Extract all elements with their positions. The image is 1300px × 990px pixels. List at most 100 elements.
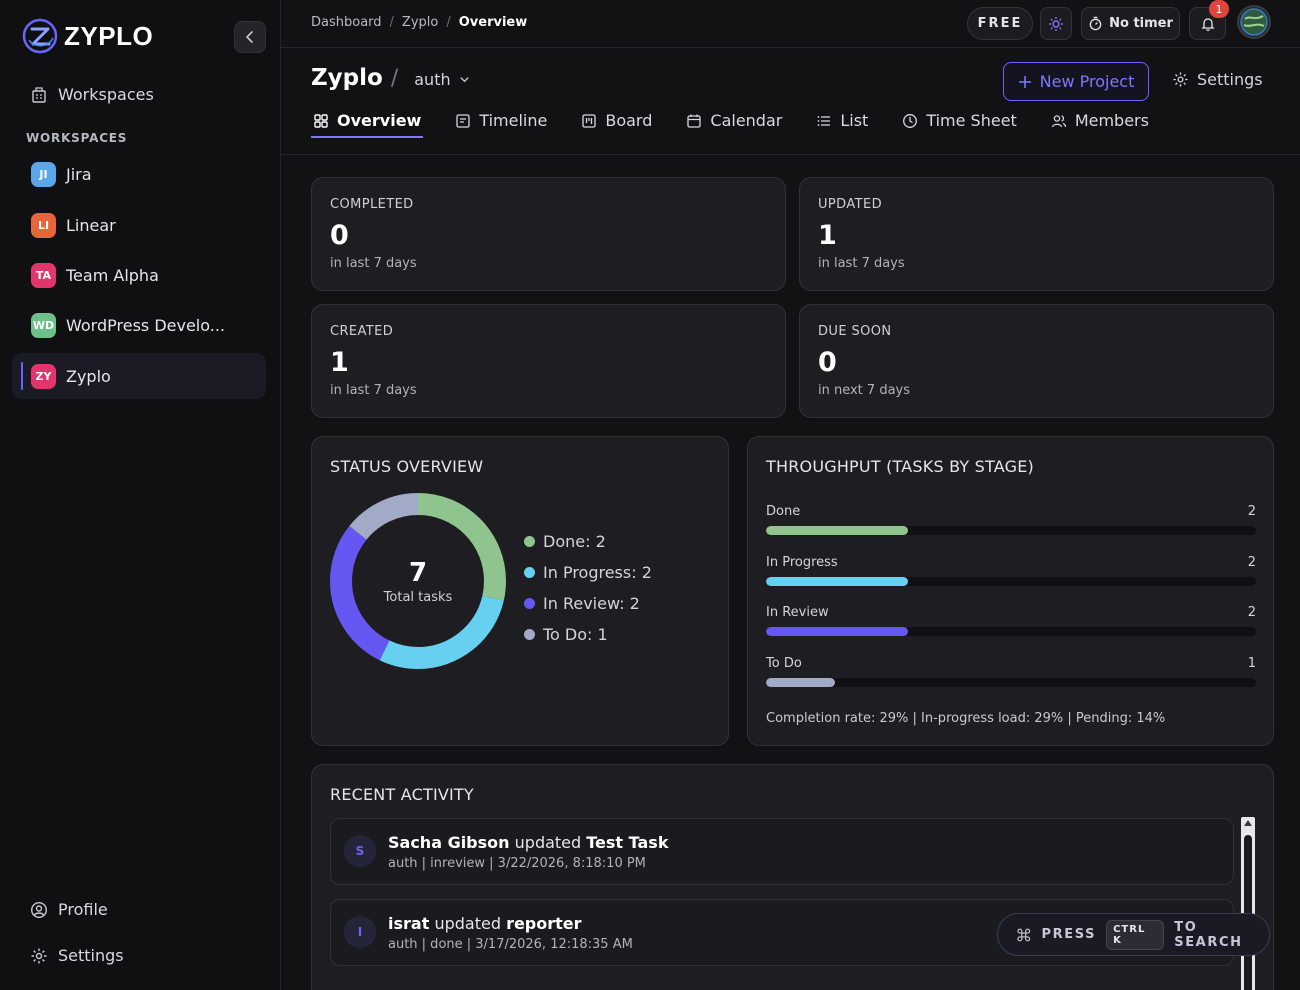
stat-value: 0 bbox=[818, 347, 837, 378]
nav-profile[interactable]: Profile bbox=[30, 900, 108, 919]
user-circle-icon bbox=[30, 901, 48, 918]
throughput-row-done: Done 2 bbox=[766, 504, 1256, 535]
breadcrumb: Dashboard / Zyplo / Overview bbox=[311, 15, 527, 30]
throughput-label: Done bbox=[766, 504, 801, 519]
workspace-label: Linear bbox=[66, 215, 116, 235]
throughput-label: To Do bbox=[766, 656, 802, 671]
tab-overview[interactable]: Overview bbox=[311, 108, 424, 138]
throughput-bar-in-progress bbox=[766, 577, 909, 586]
status-overview-title: STATUS OVERVIEW bbox=[330, 457, 484, 476]
search-hint-to-search: TO SEARCH bbox=[1174, 919, 1243, 950]
collapse-sidebar-button[interactable] bbox=[234, 21, 266, 53]
total-tasks-label: Total tasks bbox=[383, 589, 453, 605]
breadcrumb-overview: Overview bbox=[458, 15, 528, 30]
scrollbar-thumb[interactable] bbox=[1244, 835, 1252, 990]
chevron-down-icon bbox=[459, 77, 469, 83]
theme-toggle-button[interactable] bbox=[1040, 7, 1072, 40]
activity-item[interactable]: S Sacha Gibson updated Test Task auth | … bbox=[330, 818, 1234, 885]
stat-value: 0 bbox=[330, 220, 349, 251]
throughput-count: 1 bbox=[1247, 656, 1256, 671]
legend-label: In Review: 2 bbox=[543, 594, 640, 613]
workspace-badge: TA bbox=[31, 262, 56, 288]
legend-dot bbox=[524, 629, 535, 640]
activity-avatar: S bbox=[344, 835, 376, 867]
status-legend: Done: 2 In Progress: 2 In Review: 2 To D… bbox=[524, 526, 652, 650]
sun-icon bbox=[1049, 16, 1063, 31]
scroll-up-arrow-icon[interactable] bbox=[1244, 820, 1252, 826]
grid-icon bbox=[314, 113, 328, 128]
clock-icon bbox=[903, 113, 918, 128]
workspace-item-team-alpha[interactable]: TA Team Alpha bbox=[12, 252, 266, 298]
workspace-item-linear[interactable]: LI Linear bbox=[12, 202, 266, 248]
globe-avatar-icon bbox=[1240, 8, 1268, 36]
calendar-icon bbox=[687, 114, 702, 128]
timer-button[interactable]: No timer bbox=[1081, 7, 1180, 40]
stat-label: CREATED bbox=[330, 324, 394, 339]
workspace-item-jira[interactable]: JI Jira bbox=[12, 151, 266, 197]
total-tasks-value: 7 bbox=[408, 557, 428, 588]
stat-label: COMPLETED bbox=[330, 197, 414, 212]
breadcrumb-zyplo[interactable]: Zyplo bbox=[401, 15, 439, 30]
nav-workspaces[interactable]: Workspaces bbox=[30, 85, 154, 104]
gear-icon bbox=[1173, 72, 1188, 87]
bell-icon bbox=[1200, 17, 1215, 31]
workspace-label: Zyplo bbox=[66, 366, 111, 386]
throughput-track bbox=[766, 577, 1256, 586]
tab-time-sheet[interactable]: Time Sheet bbox=[900, 108, 1019, 138]
tab-list[interactable]: List bbox=[814, 108, 870, 138]
brand-logo[interactable]: ZYPLO bbox=[22, 18, 153, 54]
branch-selector[interactable]: auth bbox=[414, 70, 469, 89]
new-project-button[interactable]: New Project bbox=[1003, 62, 1149, 101]
tab-label: Overview bbox=[337, 111, 422, 130]
stat-card-created: CREATED 1 in last 7 days bbox=[311, 304, 786, 418]
user-avatar[interactable] bbox=[1237, 5, 1271, 39]
nav-settings[interactable]: Settings bbox=[30, 946, 124, 965]
tab-label: Board bbox=[605, 111, 653, 130]
legend-dot bbox=[524, 567, 535, 578]
tab-board[interactable]: Board bbox=[579, 108, 654, 138]
stat-subtitle: in next 7 days bbox=[818, 383, 911, 398]
activity-scrollbar[interactable] bbox=[1241, 817, 1255, 990]
activity-action: updated bbox=[514, 833, 582, 852]
project-settings-button[interactable]: Settings bbox=[1172, 70, 1263, 89]
stat-label: DUE SOON bbox=[818, 324, 892, 339]
tab-members[interactable]: Members bbox=[1049, 108, 1151, 138]
throughput-label: In Progress bbox=[766, 555, 838, 570]
workspace-label: Team Alpha bbox=[66, 265, 159, 285]
throughput-track bbox=[766, 526, 1256, 535]
donut-svg bbox=[330, 493, 506, 669]
throughput-title: THROUGHPUT (TASKS BY STAGE) bbox=[766, 457, 1034, 476]
tab-calendar[interactable]: Calendar bbox=[684, 108, 784, 138]
plan-badge[interactable]: FREE bbox=[967, 7, 1033, 40]
timer-label: No timer bbox=[1109, 16, 1173, 31]
recent-activity-card: RECENT ACTIVITY S Sacha Gibson updated T… bbox=[311, 764, 1274, 990]
legend-item-in-progress: In Progress: 2 bbox=[524, 557, 652, 588]
stat-value: 1 bbox=[330, 347, 349, 378]
activity-text: israt updated reporter bbox=[388, 914, 582, 933]
workspaces-section-label: WORKSPACES bbox=[26, 131, 128, 145]
notification-count-badge: 1 bbox=[1209, 0, 1229, 18]
workspace-item-zyplo[interactable]: ZY Zyplo bbox=[12, 353, 266, 399]
breadcrumb-dashboard[interactable]: Dashboard bbox=[311, 15, 382, 30]
activity-user: israt bbox=[388, 914, 430, 933]
throughput-card: THROUGHPUT (TASKS BY STAGE) Done 2 In Pro… bbox=[747, 436, 1274, 746]
command-search-hint[interactable]: PRESS CTRL K TO SEARCH bbox=[997, 913, 1270, 956]
throughput-row-to-do: To Do 1 bbox=[766, 656, 1256, 687]
workspace-item-wordpress[interactable]: WD WordPress Develo... bbox=[12, 302, 266, 348]
throughput-count: 2 bbox=[1247, 504, 1256, 519]
search-hint-press: PRESS bbox=[1041, 927, 1097, 942]
command-key-icon bbox=[1017, 928, 1031, 941]
plus-icon bbox=[1018, 75, 1031, 88]
status-donut-chart: 7 Total tasks bbox=[330, 493, 506, 669]
chevron-left-icon bbox=[245, 31, 253, 43]
tab-timeline[interactable]: Timeline bbox=[453, 108, 549, 138]
project-settings-label: Settings bbox=[1197, 70, 1263, 89]
project-title-separator: / bbox=[390, 66, 399, 91]
throughput-track bbox=[766, 627, 1256, 636]
topbar: Dashboard / Zyplo / Overview FREE No tim… bbox=[281, 0, 1300, 48]
workspace-badge: ZY bbox=[31, 363, 56, 389]
timeline-icon bbox=[456, 113, 470, 128]
building-icon bbox=[32, 86, 46, 103]
stat-label: UPDATED bbox=[818, 197, 882, 212]
throughput-count: 2 bbox=[1247, 605, 1256, 620]
